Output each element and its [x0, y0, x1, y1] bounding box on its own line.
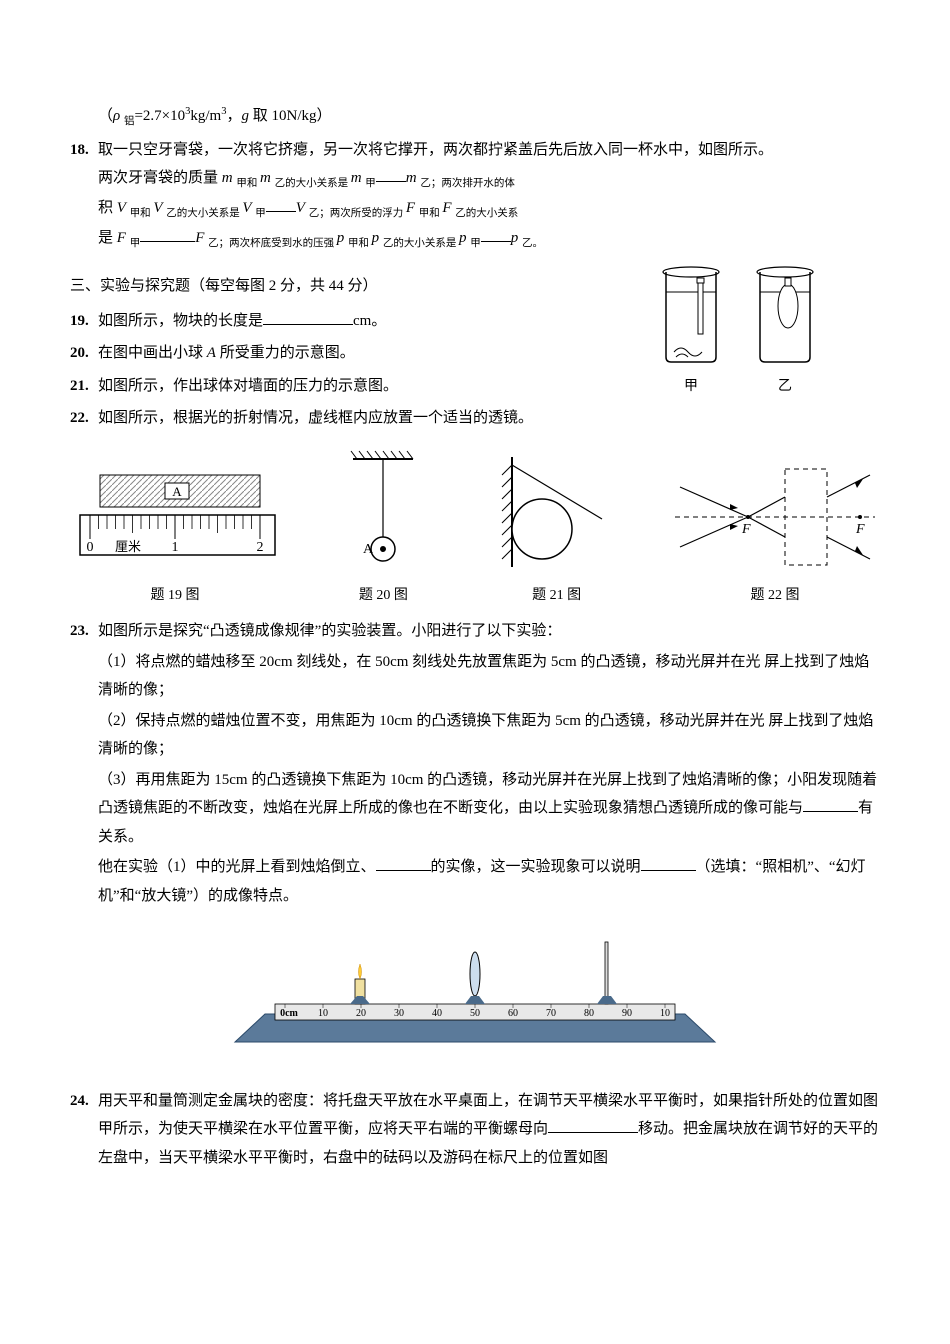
pendulum-label: A	[363, 542, 374, 557]
q24-num: 24.	[70, 1087, 98, 1116]
svg-text:90: 90	[622, 1008, 632, 1019]
blank	[263, 310, 353, 325]
bench-svg: 0cm 10 20 30 40 50 60 70 80 90 10	[225, 924, 725, 1054]
F-left: F	[741, 522, 751, 537]
q18-line3: 积 V 甲和 V 乙的大小关系是 V 甲V 乙；两次所受的浮力 F 甲和 F 乙…	[98, 200, 518, 216]
figures-19-22: A 0 厘米 1 2 题 19 图	[70, 447, 880, 610]
caption-19: 题 19 图	[151, 583, 200, 610]
beaker-right-svg	[750, 262, 820, 372]
svg-text:50: 50	[470, 1008, 480, 1019]
figure-22: F F 题 22 图	[670, 457, 880, 610]
lens-svg: F F	[670, 457, 880, 577]
svg-text:60: 60	[508, 1008, 518, 1019]
question-24: 24. 用天平和量筒测定金属块的密度：将托盘天平放在水平桌面上，在调节天平横梁水…	[70, 1087, 880, 1173]
question-18: 18. 取一只空牙膏袋，一次将它挤瘪，另一次将它撑开，两次都拧紧盖后先后放入同一…	[70, 136, 880, 254]
blank	[376, 167, 406, 182]
beaker-left: 甲	[656, 262, 726, 401]
q21-num: 21.	[70, 372, 98, 401]
q19-num: 19.	[70, 307, 98, 336]
figure-20: A 题 20 图	[323, 447, 443, 610]
q18-line1: 取一只空牙膏袋，一次将它挤瘪，另一次将它撑开，两次都拧紧盖后先后放入同一杯水中，…	[98, 142, 773, 158]
svg-text:70: 70	[546, 1008, 556, 1019]
svg-text:30: 30	[394, 1008, 404, 1019]
blank	[481, 227, 511, 242]
q20-num: 20.	[70, 339, 98, 368]
blank	[803, 797, 858, 812]
caption-20: 题 20 图	[359, 583, 408, 610]
bench-0cm: 0cm	[280, 1008, 298, 1019]
figure-21: 题 21 图	[487, 447, 627, 610]
blank	[376, 856, 431, 871]
ruler-tick-0: 0	[87, 540, 94, 555]
intro-density: （ρ 铝=2.7×103kg/m3，g 取 10N/kg）	[98, 102, 880, 132]
svg-text:20: 20	[356, 1008, 366, 1019]
beaker-left-label: 甲	[684, 374, 698, 401]
question-22: 22. 如图所示，根据光的折射情况，虚线框内应放置一个适当的透镜。	[70, 404, 880, 433]
q18-line2: 两次牙膏袋的质量 m 甲和 m 乙的大小关系是 m 甲m 乙；两次排开水的体	[98, 170, 515, 186]
F-right: F	[855, 522, 865, 537]
ruler-tick-2: 2	[257, 540, 264, 555]
svg-text:10: 10	[660, 1008, 670, 1019]
q18-num: 18.	[70, 136, 98, 165]
blank	[266, 197, 296, 212]
q23-p1: （1）将点燃的蜡烛移至 20cm 刻线处，在 50cm 刻线处先放置焦距为 5c…	[98, 648, 880, 705]
block-label-A: A	[172, 484, 182, 499]
q23-p2: （2）保持点燃的蜡烛位置不变，用焦距为 10cm 的凸透镜换下焦距为 5cm 的…	[98, 707, 880, 764]
q23-p4: 他在实验（1）中的光屏上看到烛焰倒立、的实像，这一实验现象可以说明（选填：“照相…	[98, 853, 880, 910]
svg-text:80: 80	[584, 1008, 594, 1019]
question-23: 23. 如图所示是探究“凸透镜成像规律”的实验装置。小阳进行了以下实验：	[70, 617, 880, 646]
ruler-unit: 厘米	[115, 539, 141, 554]
caption-21: 题 21 图	[532, 583, 581, 610]
caption-22: 题 22 图	[750, 583, 799, 610]
q18-body: 取一只空牙膏袋，一次将它挤瘪，另一次将它撑开，两次都拧紧盖后先后放入同一杯水中，…	[98, 136, 880, 254]
beaker-right-label: 乙	[778, 374, 792, 401]
page-content: （ρ 铝=2.7×103kg/m3，g 取 10N/kg） 18. 取一只空牙膏…	[70, 102, 880, 1172]
blank	[140, 227, 195, 242]
q23-num: 23.	[70, 617, 98, 646]
blank	[641, 856, 696, 871]
q22-num: 22.	[70, 404, 98, 433]
ruler-tick-1: 1	[172, 540, 179, 555]
pendulum-svg: A	[323, 447, 443, 577]
q18-line4: 是 F 甲F 乙；两次杯底受到水的压强 p 甲和 p 乙的大小关系是 p 甲p …	[98, 230, 543, 246]
q22-body: 如图所示，根据光的折射情况，虚线框内应放置一个适当的透镜。	[98, 404, 880, 433]
q23-body: 如图所示是探究“凸透镜成像规律”的实验装置。小阳进行了以下实验：	[98, 617, 880, 646]
beaker-figures: 甲 乙	[656, 262, 820, 401]
optical-bench-figure: 0cm 10 20 30 40 50 60 70 80 90 10	[225, 924, 725, 1065]
beaker-left-svg	[656, 262, 726, 372]
svg-text:40: 40	[432, 1008, 442, 1019]
svg-text:10: 10	[318, 1008, 328, 1019]
q23-p3: （3）再用焦距为 15cm 的凸透镜换下焦距为 10cm 的凸透镜，移动光屏并在…	[98, 766, 880, 852]
ruler-svg: A 0 厘米 1 2	[70, 467, 280, 577]
beaker-right: 乙	[750, 262, 820, 401]
q24-body: 用天平和量筒测定金属块的密度：将托盘天平放在水平桌面上，在调节天平横梁水平平衡时…	[98, 1087, 880, 1173]
ball-wall-svg	[487, 447, 627, 577]
blank	[548, 1118, 638, 1133]
figure-19: A 0 厘米 1 2 题 19 图	[70, 467, 280, 610]
